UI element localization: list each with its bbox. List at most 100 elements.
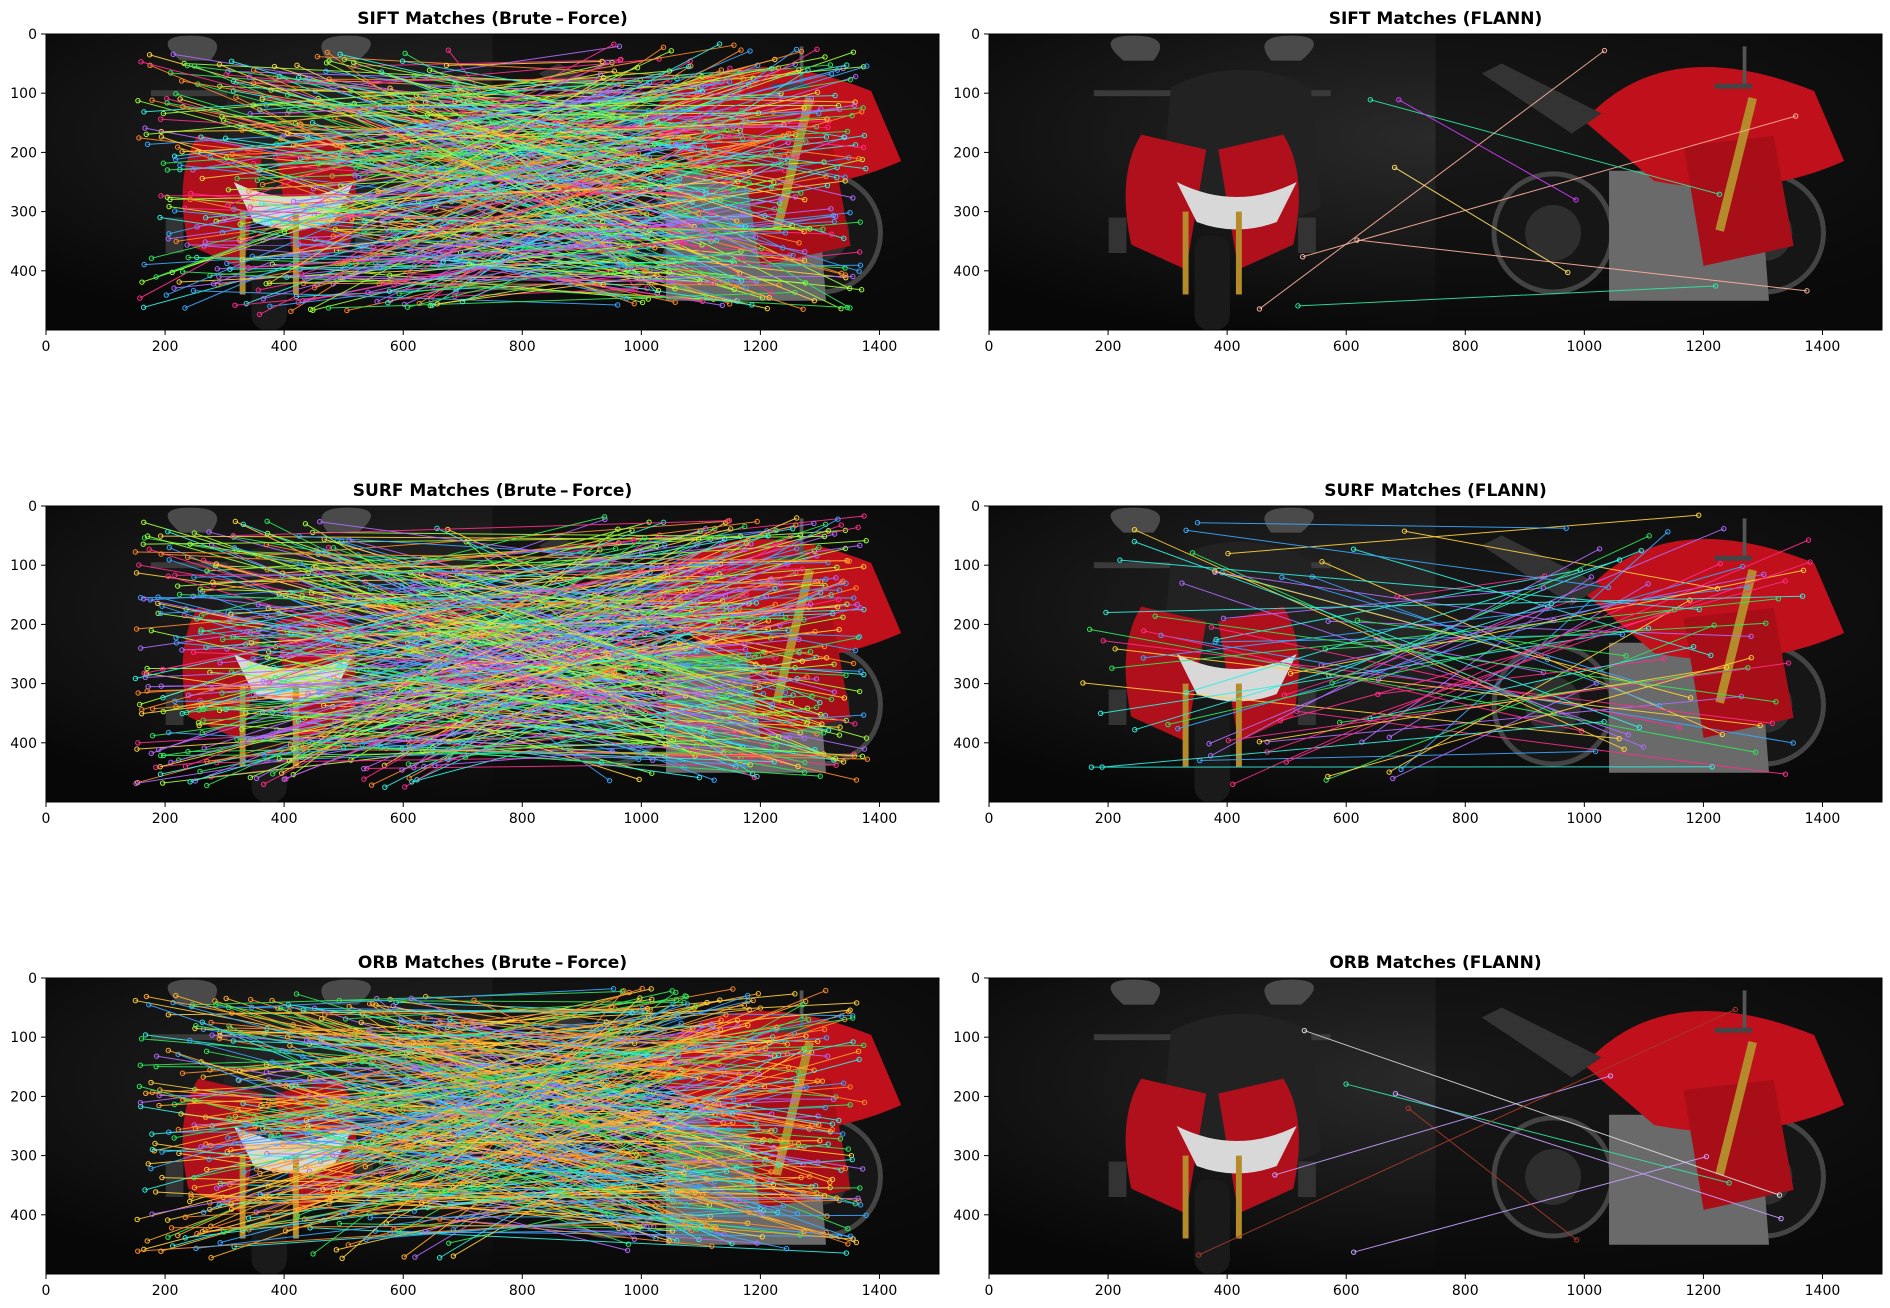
- match-line: [241, 616, 844, 730]
- match-line: [407, 629, 789, 649]
- match-line: [371, 129, 741, 162]
- keypoint: [409, 779, 415, 785]
- keypoint: [298, 121, 304, 128]
- keypoint: [426, 67, 433, 73]
- chart-title: SURF Matches (Brute – Force): [353, 481, 632, 501]
- keypoint: [793, 46, 800, 53]
- keypoint: [787, 178, 794, 185]
- keypoint: [823, 1229, 829, 1236]
- keypoint: [214, 266, 221, 272]
- keypoint: [399, 767, 405, 773]
- match-line: [1210, 548, 1600, 757]
- x-tick-label: 600: [390, 811, 417, 827]
- match-line: [177, 540, 867, 587]
- keypoint: [799, 658, 805, 664]
- match-line: [253, 104, 839, 107]
- keypoint: [801, 1228, 807, 1235]
- keypoint: [142, 1032, 149, 1038]
- keypoint: [644, 1052, 650, 1059]
- keypoint: [250, 656, 256, 662]
- keypoint: [396, 291, 402, 297]
- keypoint: [644, 285, 650, 291]
- keypoint: [363, 1236, 369, 1243]
- keypoint: [352, 172, 358, 178]
- keypoint: [778, 195, 784, 202]
- match-line: [1389, 583, 1649, 738]
- keypoint: [849, 1156, 855, 1163]
- keypoint: [833, 1195, 840, 1201]
- keypoint: [825, 1141, 831, 1147]
- match-line: [223, 1086, 607, 1198]
- match-line: [472, 1025, 724, 1071]
- match-line: [275, 525, 745, 679]
- panel-1: SIFT Matches (Brute – Force)0 200 400 600 80…: [10, 9, 940, 355]
- keypoint: [775, 1146, 782, 1153]
- match-line: [233, 80, 651, 179]
- keypoint: [1716, 191, 1723, 197]
- keypoint: [323, 1111, 330, 1118]
- keypoint: [730, 1096, 737, 1102]
- keypoint: [348, 88, 354, 94]
- match-line: [400, 1028, 799, 1073]
- keypoint: [1196, 1252, 1202, 1258]
- x-tick-label: 1400: [1805, 811, 1841, 827]
- keypoint: [136, 562, 142, 568]
- keypoint: [190, 287, 197, 294]
- keypoint: [333, 1247, 340, 1253]
- keypoint: [644, 1137, 651, 1144]
- keypoint: [615, 526, 621, 532]
- keypoint: [1396, 97, 1402, 103]
- keypoint: [600, 218, 606, 225]
- match-line: [350, 597, 662, 664]
- keypoint: [776, 200, 783, 206]
- keypoint: [693, 648, 700, 655]
- match-line: [226, 518, 606, 650]
- match-line: [353, 59, 621, 67]
- keypoint: [172, 156, 179, 163]
- keypoint: [838, 1013, 845, 1019]
- keypoint: [642, 269, 648, 275]
- match-line: [470, 694, 824, 734]
- keypoint: [190, 167, 196, 173]
- keypoint: [740, 76, 746, 82]
- keypoint: [168, 1225, 175, 1231]
- keypoint: [157, 533, 164, 539]
- keypoint: [798, 1174, 804, 1181]
- match-line: [1134, 603, 1552, 731]
- keypoint: [619, 988, 626, 995]
- keypoint: [625, 1241, 632, 1247]
- keypoint: [830, 212, 837, 219]
- keypoint: [332, 226, 338, 233]
- keypoint: [785, 151, 791, 157]
- match-line: [324, 1009, 651, 1016]
- match-line: [209, 671, 847, 722]
- x-tick-label: 800: [1452, 1283, 1479, 1299]
- match-line: [228, 161, 824, 191]
- keypoint: [135, 740, 141, 746]
- keypoint: [259, 96, 265, 102]
- keypoint: [274, 727, 280, 733]
- match-lines: [1080, 512, 1813, 787]
- match-line: [454, 1058, 684, 1180]
- x-tick-label: 400: [271, 1283, 298, 1299]
- keypoint: [857, 1185, 863, 1191]
- keypoint: [648, 668, 654, 674]
- keypoint: [1588, 574, 1595, 580]
- keypoint: [615, 81, 622, 88]
- keypoint: [642, 535, 648, 541]
- match-line: [403, 1042, 693, 1258]
- keypoint: [846, 558, 852, 564]
- keypoint: [316, 689, 322, 696]
- keypoint: [288, 1083, 295, 1089]
- keypoint: [179, 647, 185, 653]
- match-line: [363, 1027, 615, 1077]
- keypoint: [853, 585, 859, 591]
- match-line: [442, 136, 787, 263]
- match-line: [411, 997, 703, 1111]
- keypoint: [852, 99, 858, 105]
- keypoint: [351, 59, 357, 66]
- keypoint: [390, 1003, 396, 1009]
- keypoint: [771, 1144, 777, 1151]
- x-tick-label: 600: [390, 1283, 417, 1299]
- match-line: [139, 1085, 698, 1230]
